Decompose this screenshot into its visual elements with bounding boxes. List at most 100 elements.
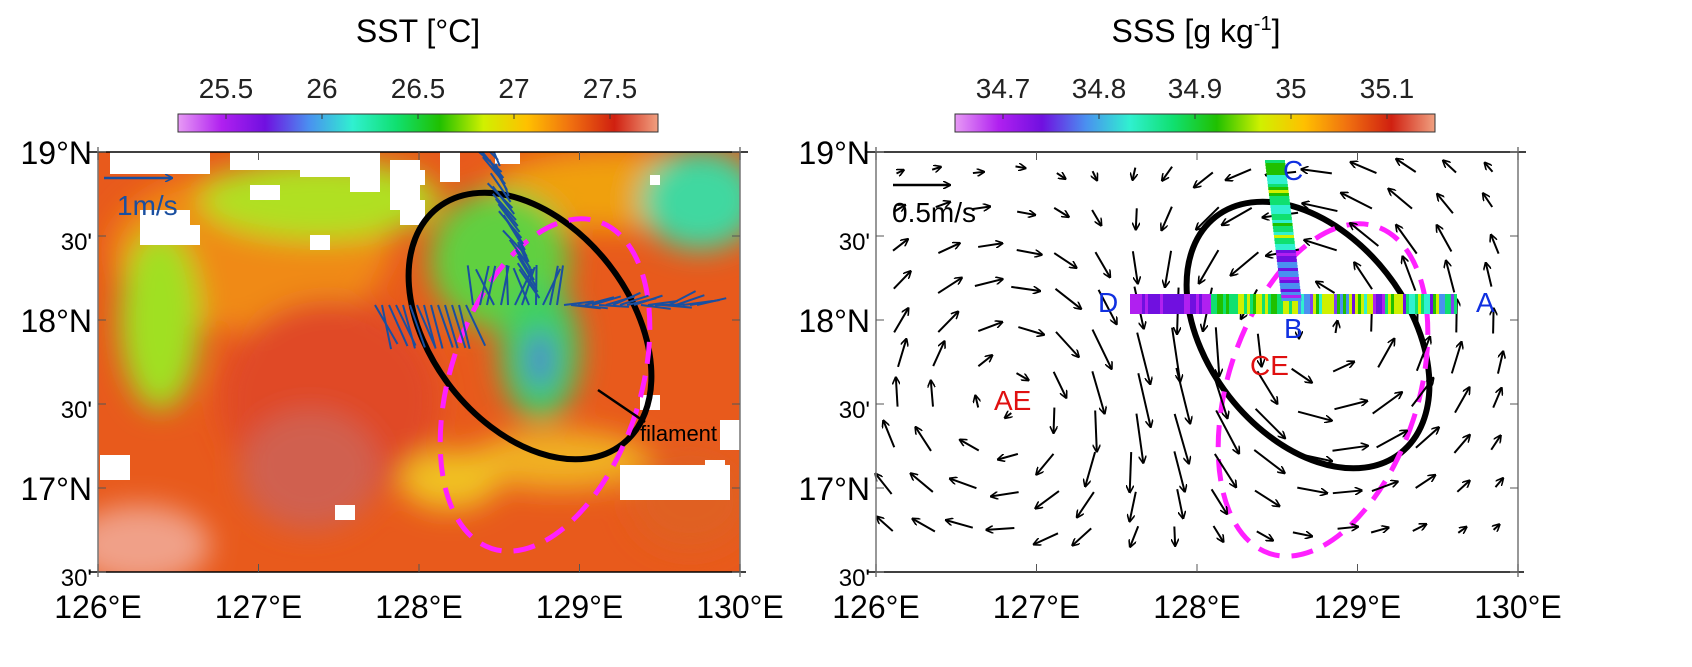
- velocity-vector: [1483, 193, 1494, 208]
- velocity-vector: [1446, 261, 1456, 293]
- velocity-vector: [1354, 262, 1373, 290]
- velocity-vector: [1296, 452, 1332, 462]
- velocity-vector: [381, 304, 393, 350]
- transect-sample: [1272, 223, 1293, 226]
- transect-sample: [1275, 244, 1296, 247]
- transect-sample: [1208, 294, 1211, 314]
- y-tick-label: 17°N: [21, 471, 93, 507]
- transect-sample: [1270, 202, 1291, 205]
- transect-sample: [1409, 294, 1412, 314]
- velocity-vector: [913, 519, 936, 533]
- transect-sample: [1262, 294, 1265, 314]
- velocity-vector: [584, 296, 615, 306]
- transect-sample: [1280, 294, 1283, 314]
- velocity-vector: [577, 304, 608, 310]
- transect-sample: [1403, 294, 1406, 314]
- velocity-vector: [1174, 526, 1175, 545]
- colorbar-tick-label: 27: [498, 73, 529, 104]
- velocity-vector: [972, 206, 990, 208]
- velocity-vector: [1137, 373, 1150, 427]
- eddy-label-ae: AE: [994, 385, 1031, 416]
- transect-sample: [1275, 247, 1296, 250]
- velocity-vector: [1176, 488, 1183, 518]
- transect-sample: [1322, 294, 1325, 314]
- velocity-vector: [1403, 256, 1417, 292]
- y-tick-label: 30': [61, 565, 92, 592]
- transect-sample: [1430, 294, 1433, 314]
- transect-sample: [1391, 294, 1394, 314]
- velocity-vector: [516, 262, 539, 293]
- velocity-vector: [1256, 370, 1277, 403]
- transect-sample: [1325, 294, 1328, 314]
- transect-sample: [1250, 294, 1253, 314]
- transect-sample: [1454, 294, 1457, 314]
- transect-sample: [1266, 172, 1287, 175]
- transect-sample: [1274, 294, 1277, 314]
- transect-sample: [1275, 250, 1296, 253]
- velocity-vector: [1055, 331, 1079, 357]
- transect-sample: [1151, 294, 1154, 314]
- velocity-vector: [619, 294, 649, 306]
- velocity-vector: [475, 268, 495, 306]
- velocity-vector: [1196, 206, 1220, 229]
- velocity-vector: [633, 294, 663, 306]
- velocity-vector: [1171, 327, 1180, 382]
- velocity-vector: [458, 304, 471, 349]
- y-tick-label: 18°N: [21, 303, 93, 339]
- transect-sample: [1202, 294, 1205, 314]
- velocity-vector: [492, 152, 501, 167]
- x-tick-label: 130°E: [696, 589, 784, 625]
- transect-sample: [1442, 294, 1445, 314]
- velocity-vector: [1034, 532, 1059, 544]
- transect-sample: [1229, 294, 1232, 314]
- velocity-vector: [883, 421, 896, 448]
- transect-sample: [1244, 294, 1247, 314]
- sst-axes: 126°E 127°E 128°E 129°E 130°E 19°N 30' 18°N 30' 1…: [21, 135, 784, 625]
- velocity-vector: [986, 528, 1015, 530]
- velocity-vector: [1411, 378, 1434, 407]
- velocity-vector: [975, 396, 978, 408]
- velocity-vector: [437, 304, 454, 348]
- transect-sample: [1424, 294, 1427, 314]
- transect-sample: [1265, 160, 1285, 163]
- transect-sample: [1220, 294, 1223, 314]
- velocity-vector: [911, 473, 934, 493]
- transect-sample: [1421, 294, 1424, 314]
- velocity-vector: [612, 291, 641, 306]
- velocity-vector: [1091, 371, 1104, 413]
- colorbar-tick-label: 35.1: [1360, 73, 1415, 104]
- velocity-vector: [1372, 392, 1402, 415]
- velocity-vector: [1412, 524, 1426, 532]
- velocity-vector: [1450, 342, 1462, 374]
- velocity-vector: [515, 249, 535, 281]
- scale-label: 0.5m/s: [892, 197, 976, 228]
- velocity-vector: [1216, 327, 1219, 376]
- transect-sample: [1130, 294, 1133, 314]
- transect-sample: [1276, 253, 1297, 256]
- velocity-vector: [1130, 525, 1140, 546]
- velocity-vector: [1292, 532, 1312, 536]
- transect-sample: [1367, 294, 1370, 314]
- velocity-vector: [1492, 388, 1501, 408]
- velocity-vector: [1332, 362, 1354, 373]
- velocity-vector: [516, 255, 537, 287]
- transect-sample: [1184, 294, 1187, 314]
- transect-sample: [1268, 190, 1289, 193]
- velocity-vector: [960, 440, 980, 452]
- velocity-vector: [1136, 208, 1137, 229]
- velocity-vector: [932, 341, 944, 367]
- velocity-vector: [1377, 339, 1394, 368]
- transect-sample: [1379, 294, 1382, 314]
- salinity-transect: [1130, 160, 1457, 314]
- velocity-vector: [1336, 321, 1338, 334]
- transect-sample: [1279, 283, 1300, 286]
- velocity-vector: [491, 185, 515, 215]
- colorbar-tick-label: 34.8: [1072, 73, 1127, 104]
- velocity-vector: [1133, 167, 1136, 180]
- velocity-vector: [1316, 282, 1336, 294]
- velocity-vector: [444, 304, 459, 349]
- velocity-vector: [1437, 225, 1453, 253]
- velocity-vector: [465, 304, 487, 347]
- y-tick-label: 30': [61, 229, 92, 256]
- transect-sample: [1352, 294, 1355, 314]
